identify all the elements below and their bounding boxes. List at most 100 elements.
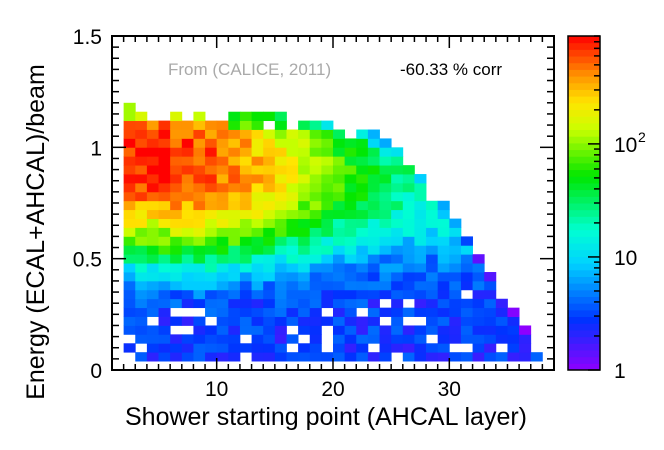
- colorbar-tick-label: 10: [614, 134, 637, 157]
- heatmap-cell: [298, 236, 311, 246]
- heatmap-cell: [135, 289, 148, 300]
- heatmap-cell: [216, 263, 229, 273]
- colorbar-segment: [568, 96, 600, 104]
- heatmap-cell: [216, 254, 229, 264]
- heatmap-cell: [286, 138, 299, 148]
- heatmap-cell: [228, 138, 241, 148]
- heatmap-cell: [193, 165, 206, 175]
- heatmap-cell: [495, 298, 508, 309]
- heatmap-cell: [344, 174, 357, 184]
- heatmap-cell: [251, 218, 264, 228]
- heatmap-cell: [274, 138, 287, 148]
- heatmap-cell: [333, 156, 346, 166]
- heatmap-cell: [507, 325, 520, 335]
- colorbar-segment: [568, 102, 600, 110]
- heatmap-cell: [158, 307, 171, 317]
- heatmap-cell: [449, 218, 462, 228]
- heatmap-cell: [414, 289, 427, 300]
- heatmap-cell: [146, 227, 159, 237]
- colorbar-segment: [568, 82, 600, 90]
- heatmap-cell: [123, 343, 136, 353]
- heatmap-cell: [216, 174, 229, 184]
- heatmap-cell: [181, 147, 194, 157]
- heatmap-cell: [356, 138, 369, 148]
- heatmap-cell: [205, 227, 218, 237]
- heatmap-cell: [216, 298, 229, 309]
- heatmap-cell: [158, 138, 171, 148]
- heatmap-cell: [286, 129, 299, 139]
- heatmap-cell: [263, 191, 276, 202]
- heatmap-cell: [193, 209, 206, 219]
- heatmap-cell: [228, 254, 241, 264]
- heatmap-cell: [391, 289, 404, 300]
- heatmap-cell: [239, 280, 252, 291]
- heatmap-cell: [193, 298, 206, 309]
- heatmap-cell: [263, 182, 276, 193]
- heatmap-cell: [181, 227, 194, 237]
- heatmap-cell: [251, 129, 264, 139]
- heatmap-cell: [274, 191, 287, 202]
- heatmap-cell: [251, 307, 264, 317]
- heatmap-cell: [484, 289, 497, 300]
- y-tick-label: 1: [90, 137, 102, 160]
- heatmap-cell: [391, 343, 404, 353]
- heatmap-cell: [309, 209, 322, 219]
- colorbar-segment: [568, 89, 600, 97]
- heatmap-cell: [158, 165, 171, 175]
- heatmap-cell: [228, 120, 241, 130]
- heatmap-cell: [123, 200, 136, 211]
- heatmap-cell: [193, 182, 206, 193]
- colorbar-segment: [568, 316, 600, 324]
- heatmap-cell: [181, 289, 194, 300]
- heatmap-cell: [344, 254, 357, 264]
- heatmap-cell: [402, 165, 415, 175]
- heatmap-cell: [356, 352, 369, 362]
- heatmap-cell: [402, 263, 415, 273]
- heatmap-cell: [251, 138, 264, 148]
- heatmap-cell: [135, 254, 148, 264]
- heatmap-cell: [344, 138, 357, 148]
- heatmap-cell: [135, 147, 148, 157]
- heatmap-cell: [356, 254, 369, 264]
- heatmap-cell: [181, 182, 194, 193]
- heatmap-cell: [472, 307, 485, 317]
- heatmap-cell: [391, 307, 404, 317]
- heatmap-cell: [158, 200, 171, 211]
- heatmap-cell: [239, 307, 252, 317]
- heatmap-cell: [123, 156, 136, 166]
- heatmap-cell: [146, 343, 159, 353]
- heatmap-cell: [205, 280, 218, 291]
- heatmap-cell: [274, 227, 287, 237]
- heatmap-cell: [181, 129, 194, 139]
- heatmap-cell: [344, 218, 357, 228]
- heatmap-cell: [437, 289, 450, 300]
- heatmap-cell: [181, 218, 194, 228]
- heatmap-cell: [135, 280, 148, 291]
- heatmap-cell: [181, 191, 194, 202]
- heatmap-cell: [170, 254, 183, 264]
- y-tick-label: 1.5: [73, 26, 102, 49]
- heatmap-cell: [228, 147, 241, 157]
- colorbar-segment: [568, 69, 600, 77]
- heatmap-cell: [333, 343, 346, 353]
- heatmap-cell: [158, 209, 171, 219]
- colorbar-segment: [568, 263, 600, 271]
- heatmap-cell: [181, 334, 194, 344]
- heatmap-cell: [484, 298, 497, 309]
- heatmap-cell: [356, 174, 369, 184]
- heatmap-cell: [193, 289, 206, 300]
- heatmap-cell: [414, 334, 427, 344]
- heatmap-cell: [193, 138, 206, 148]
- heatmap-cell: [274, 218, 287, 228]
- heatmap-cell: [181, 120, 194, 130]
- heatmap-cell: [391, 218, 404, 228]
- heatmap-cell: [239, 245, 252, 255]
- heatmap-cell: [170, 191, 183, 202]
- heatmap-cell: [344, 334, 357, 344]
- heatmap-cell: [135, 236, 148, 246]
- heatmap-cell: [414, 343, 427, 353]
- heatmap-cell: [263, 236, 276, 246]
- heatmap-cell: [251, 272, 264, 282]
- heatmap-cell: [205, 245, 218, 255]
